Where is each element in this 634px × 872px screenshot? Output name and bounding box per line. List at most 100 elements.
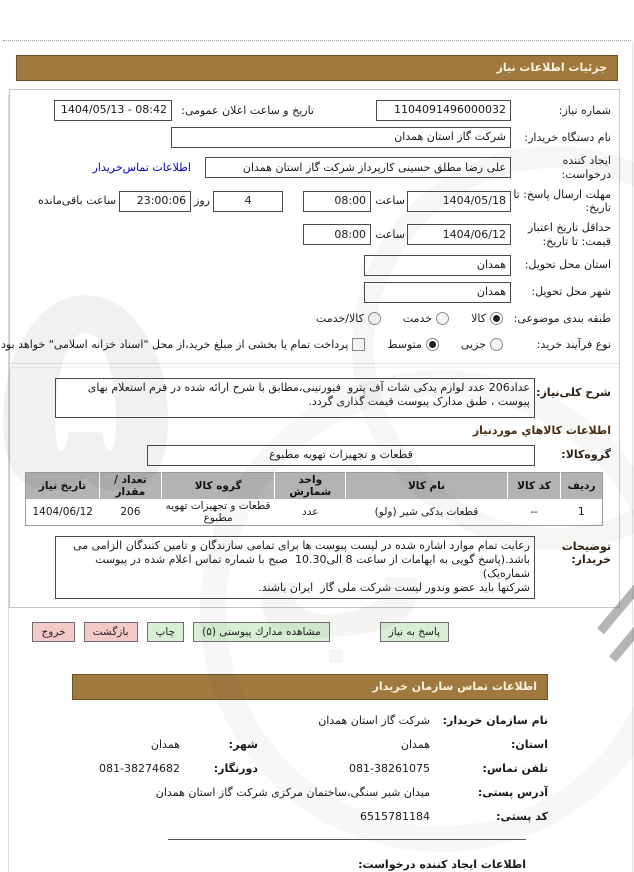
row-request-creator: ایجاد کننده درخواست: علی رضا مطلق حسینی … [18,154,611,182]
row-need-number: شماره نیاز: 1104091496000032 تاریخ و ساع… [18,100,611,121]
deadline-hour-label: ساعت [375,194,405,208]
buyer-notes-field[interactable]: رعایت تمام موارد اشاره شده در لیست پیوست… [55,535,535,599]
contact-row-org: نام سازمان خریدار: شرکت گاز استان همدان [0,714,548,727]
goods-group-label: گروه‌کالا: [561,448,611,462]
buyer-notes-label: توضیحات خریدار: [561,539,611,567]
row-purchase-process: نوع فرآیند خرید: جزیی متوسط پرداخت تمام … [0,335,611,355]
print-button[interactable]: چاپ [146,621,185,642]
row-subject-classification: طبقه بندی موضوعی: کالا خدمت کالا/خدمت [18,309,611,329]
validity-time-field[interactable]: 08:00 [303,224,372,246]
row-buyer-org: نام دستگاه خریدار: شرکت گاز استان همدان [18,127,611,148]
buyer-contact-link[interactable]: اطلاعات تماس‌خریدار [92,161,191,175]
cell-qty: 206 [120,505,141,518]
request-creator-field[interactable]: علی رضا مطلق حسینی کارپرداز شرکت گاز است… [205,157,511,179]
cell-row: 1 [577,505,585,518]
need-description-label: شرح کلی‌نیاز: [536,385,611,399]
buyer-org-field[interactable]: شرکت گاز استان همدان [171,127,511,148]
row-response-deadline: مهلت ارسال پاسخ: تا تاریخ: 1404/05/18 سا… [18,188,611,216]
watermark-stroke [609,602,634,663]
delivery-city-label: شهر محل تحویل: [531,285,611,299]
page-left-border [8,95,9,872]
contact-city-label: شهر: [228,737,258,751]
validity-date-field[interactable]: 1404/06/12 [407,224,511,246]
contact-postal-value: 6515781184 [360,809,430,823]
contact-phone-label: تلفن تماس: [482,761,548,775]
row-price-validity: حداقل تاریخ اعتبار قیمت: تا تاریخ: 1404/… [18,221,611,249]
subject-classification-label: طبقه بندی موضوعی: [513,311,611,325]
goods-group-field[interactable]: قطعات و تجهیزات تهویه مطبوع [147,444,535,466]
section-header-need-details: جزئیات اطلاعات نیاز [16,55,618,81]
radio-goods-service-icon[interactable] [367,312,381,325]
remaining-days-field[interactable]: 4 [213,190,284,212]
need-description-field[interactable]: عداد206 عدد لوازم یدکی شات آف پترو فیورت… [55,377,535,418]
radio-medium-icon[interactable] [425,338,439,351]
treasury-checkbox-label: پرداخت تمام یا بخشی از مبلغ خرید،از محل … [0,337,349,351]
col-qty: تعداد / مقدار [98,472,162,499]
radio-goods-service-label: کالا/خدمت [316,311,364,325]
row-delivery-province: استان محل تحویل: همدان [18,254,611,276]
col-name: نام کالا [345,472,508,499]
treasury-checkbox-icon[interactable] [352,338,366,351]
contact-fax-value: 081-38274682 [99,761,180,775]
remaining-time-field[interactable]: 23:00:06 [119,190,192,212]
contact-province-value: همدان [400,737,430,751]
announce-datetime-field[interactable]: 1404/05/13 - 08:42 [54,100,172,121]
radio-goods-label: کالا [471,311,486,325]
back-button[interactable]: بازگشت [83,621,138,642]
action-buttons: پاسخ به نیاز مشاهده مدارك پیوستی (۵) چاپ… [0,621,449,642]
creator-section-title: اطلاعات ایجاد کننده درخواست: [358,857,526,871]
contact-address-value: میدان شیر سنگی،ساختمان مرکزی شرکت گاز اس… [155,785,430,799]
page-right-border [632,42,633,872]
radio-medium-label: متوسط [387,337,422,351]
col-group: گروه کالا [160,472,275,499]
contact-row-province-city: استان: همدان شهر: همدان [0,738,548,751]
radio-minor-label: جزیی [460,337,486,351]
contact-phone-value: 081-38261075 [349,761,430,775]
cell-unit: عدد [302,505,319,518]
need-form-panel: شماره نیاز: 1104091496000032 تاریخ و ساع… [0,89,620,608]
goods-table-row: 1 -- قطعات یدکی شیر (ولو) عدد قطعات و تج… [26,499,603,526]
request-creator-label: ایجاد کننده درخواست: [561,154,611,181]
price-validity-label: حداقل تاریخ اعتبار قیمت: تا تاریخ: [527,221,611,248]
cell-date: 1404/06/12 [32,505,93,518]
view-attachments-button[interactable]: مشاهده مدارك پیوستی (۵) [193,621,330,642]
response-deadline-label: مهلت ارسال پاسخ: تا تاریخ: [513,187,611,215]
respond-button[interactable]: پاسخ به نیاز [379,621,449,642]
goods-table: ردیف کد کالا نام کالا واحد شمارش گروه کا… [25,471,603,526]
goods-info-title: اطلاعات کالاهاي موردنیاز [472,423,611,437]
contact-address-label: آدرس پستی: [477,785,548,799]
contact-row-phone-fax: تلفن تماس: 081-38261075 دورنگار: 081-382… [0,762,548,775]
row-goods-group: گروه‌کالا: قطعات و تجهیزات تهویه مطبوع [18,444,611,466]
row-buyer-notes: توضیحات خریدار: رعایت تمام موارد اشاره ش… [18,535,611,599]
row-need-description: شرح کلی‌نیاز: عداد206 عدد لوازم یدکی شات… [18,377,611,418]
exit-button[interactable]: خروج [32,621,75,642]
cell-group: قطعات و تجهیزات تهویه مطبوع [165,499,271,524]
radio-service-icon[interactable] [436,312,450,325]
top-divider [3,0,631,41]
deadline-date-field[interactable]: 1404/05/18 [407,190,511,212]
col-unit: واحد شمارش [274,472,346,499]
validity-hour-label: ساعت [375,227,405,241]
org-name-label: نام سازمان خریدار: [442,713,548,727]
remaining-hours-label: ساعت باقی‌مانده [38,194,117,208]
buyer-contact-block: نام سازمان خریدار: شرکت گاز استان همدان … [0,714,548,823]
deadline-time-field[interactable]: 08:00 [303,190,372,212]
contact-province-label: استان: [511,737,548,751]
radio-minor-icon[interactable] [490,338,503,351]
radio-goods-icon[interactable] [490,312,503,325]
contact-fax-label: دورنگار: [213,761,258,775]
delivery-city-field[interactable]: همدان [364,281,511,303]
purchase-process-label: نوع فرآیند خرید: [536,337,611,351]
cell-code: -- [530,505,538,518]
days-label: روز [194,194,211,208]
need-number-field[interactable]: 1104091496000032 [376,100,511,121]
contact-postal-label: کد پستی: [496,809,548,823]
buyer-org-label: نام دستگاه خریدار: [524,130,611,144]
col-date: تاریخ نیاز [25,472,100,499]
announce-datetime-label: تاریخ و ساعت اعلان عمومی: [181,103,314,117]
col-row: ردیف [560,472,603,499]
form-section-divider [10,362,619,368]
delivery-province-field[interactable]: همدان [364,254,511,276]
delivery-province-label: استان محل تحویل: [524,258,611,272]
